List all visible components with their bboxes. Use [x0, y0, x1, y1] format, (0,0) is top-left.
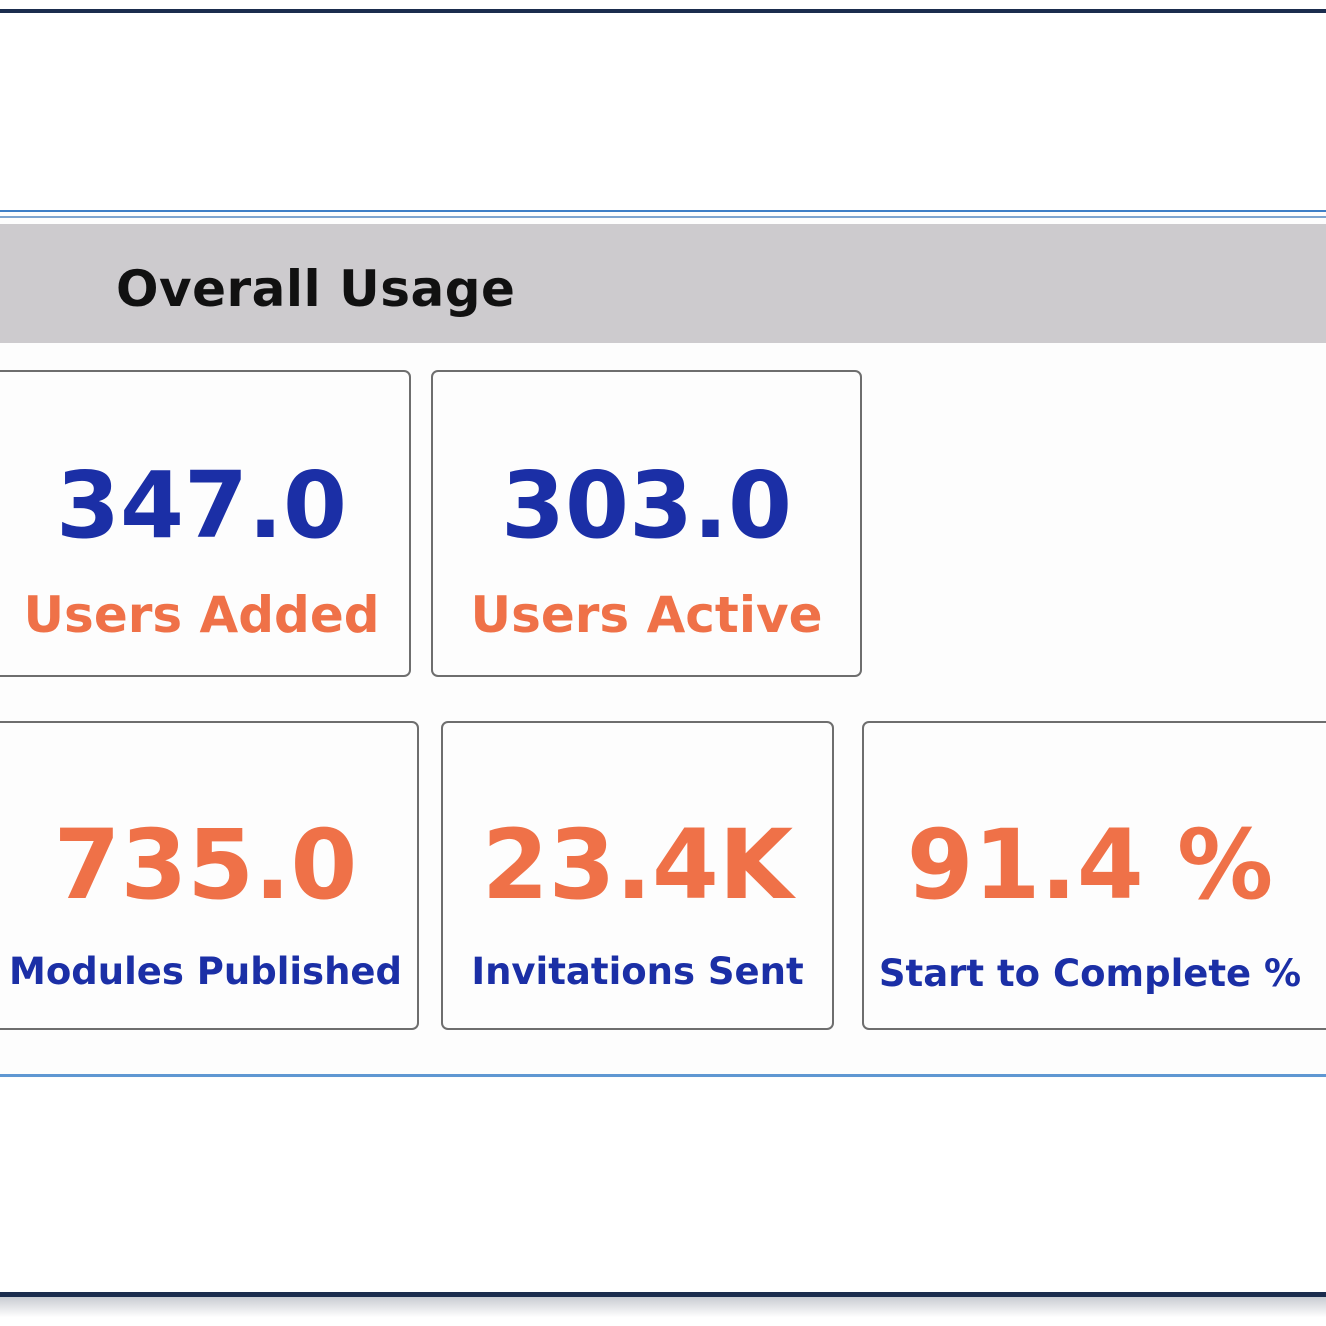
- kpi-card-modules-published[interactable]: 735.0 Modules Published: [0, 721, 419, 1030]
- panel-bottom-border: [0, 1074, 1326, 1077]
- kpi-value: 303.0: [500, 452, 792, 559]
- panel-title: Overall Usage: [116, 260, 516, 318]
- kpi-label: Invitations Sent: [471, 950, 804, 993]
- bottom-border: [0, 1292, 1326, 1297]
- panel-header: Overall Usage: [0, 224, 1326, 343]
- panel-top-border: [0, 210, 1326, 212]
- top-border: [0, 9, 1326, 13]
- kpi-card-users-added[interactable]: 347.0 Users Added: [0, 370, 411, 677]
- kpi-label: Users Added: [23, 586, 380, 644]
- overall-usage-panel: Overall Usage 347.0 Users Added 303.0 Us…: [0, 210, 1326, 1078]
- kpi-label: Users Active: [470, 586, 823, 644]
- kpi-label: Modules Published: [9, 950, 402, 993]
- kpi-value: 91.4 %: [906, 809, 1274, 921]
- kpi-value: 23.4K: [481, 809, 794, 921]
- bottom-shadow: [0, 1297, 1326, 1326]
- kpi-card-invitations-sent[interactable]: 23.4K Invitations Sent: [441, 721, 834, 1030]
- kpi-card-users-active[interactable]: 303.0 Users Active: [431, 370, 862, 677]
- kpi-card-start-to-complete[interactable]: 91.4 % Start to Complete %: [862, 721, 1326, 1030]
- panel-top-border-inner: [0, 216, 1326, 218]
- kpi-value: 735.0: [53, 809, 358, 921]
- kpi-value: 347.0: [55, 452, 347, 559]
- kpi-label: Start to Complete %: [878, 952, 1302, 995]
